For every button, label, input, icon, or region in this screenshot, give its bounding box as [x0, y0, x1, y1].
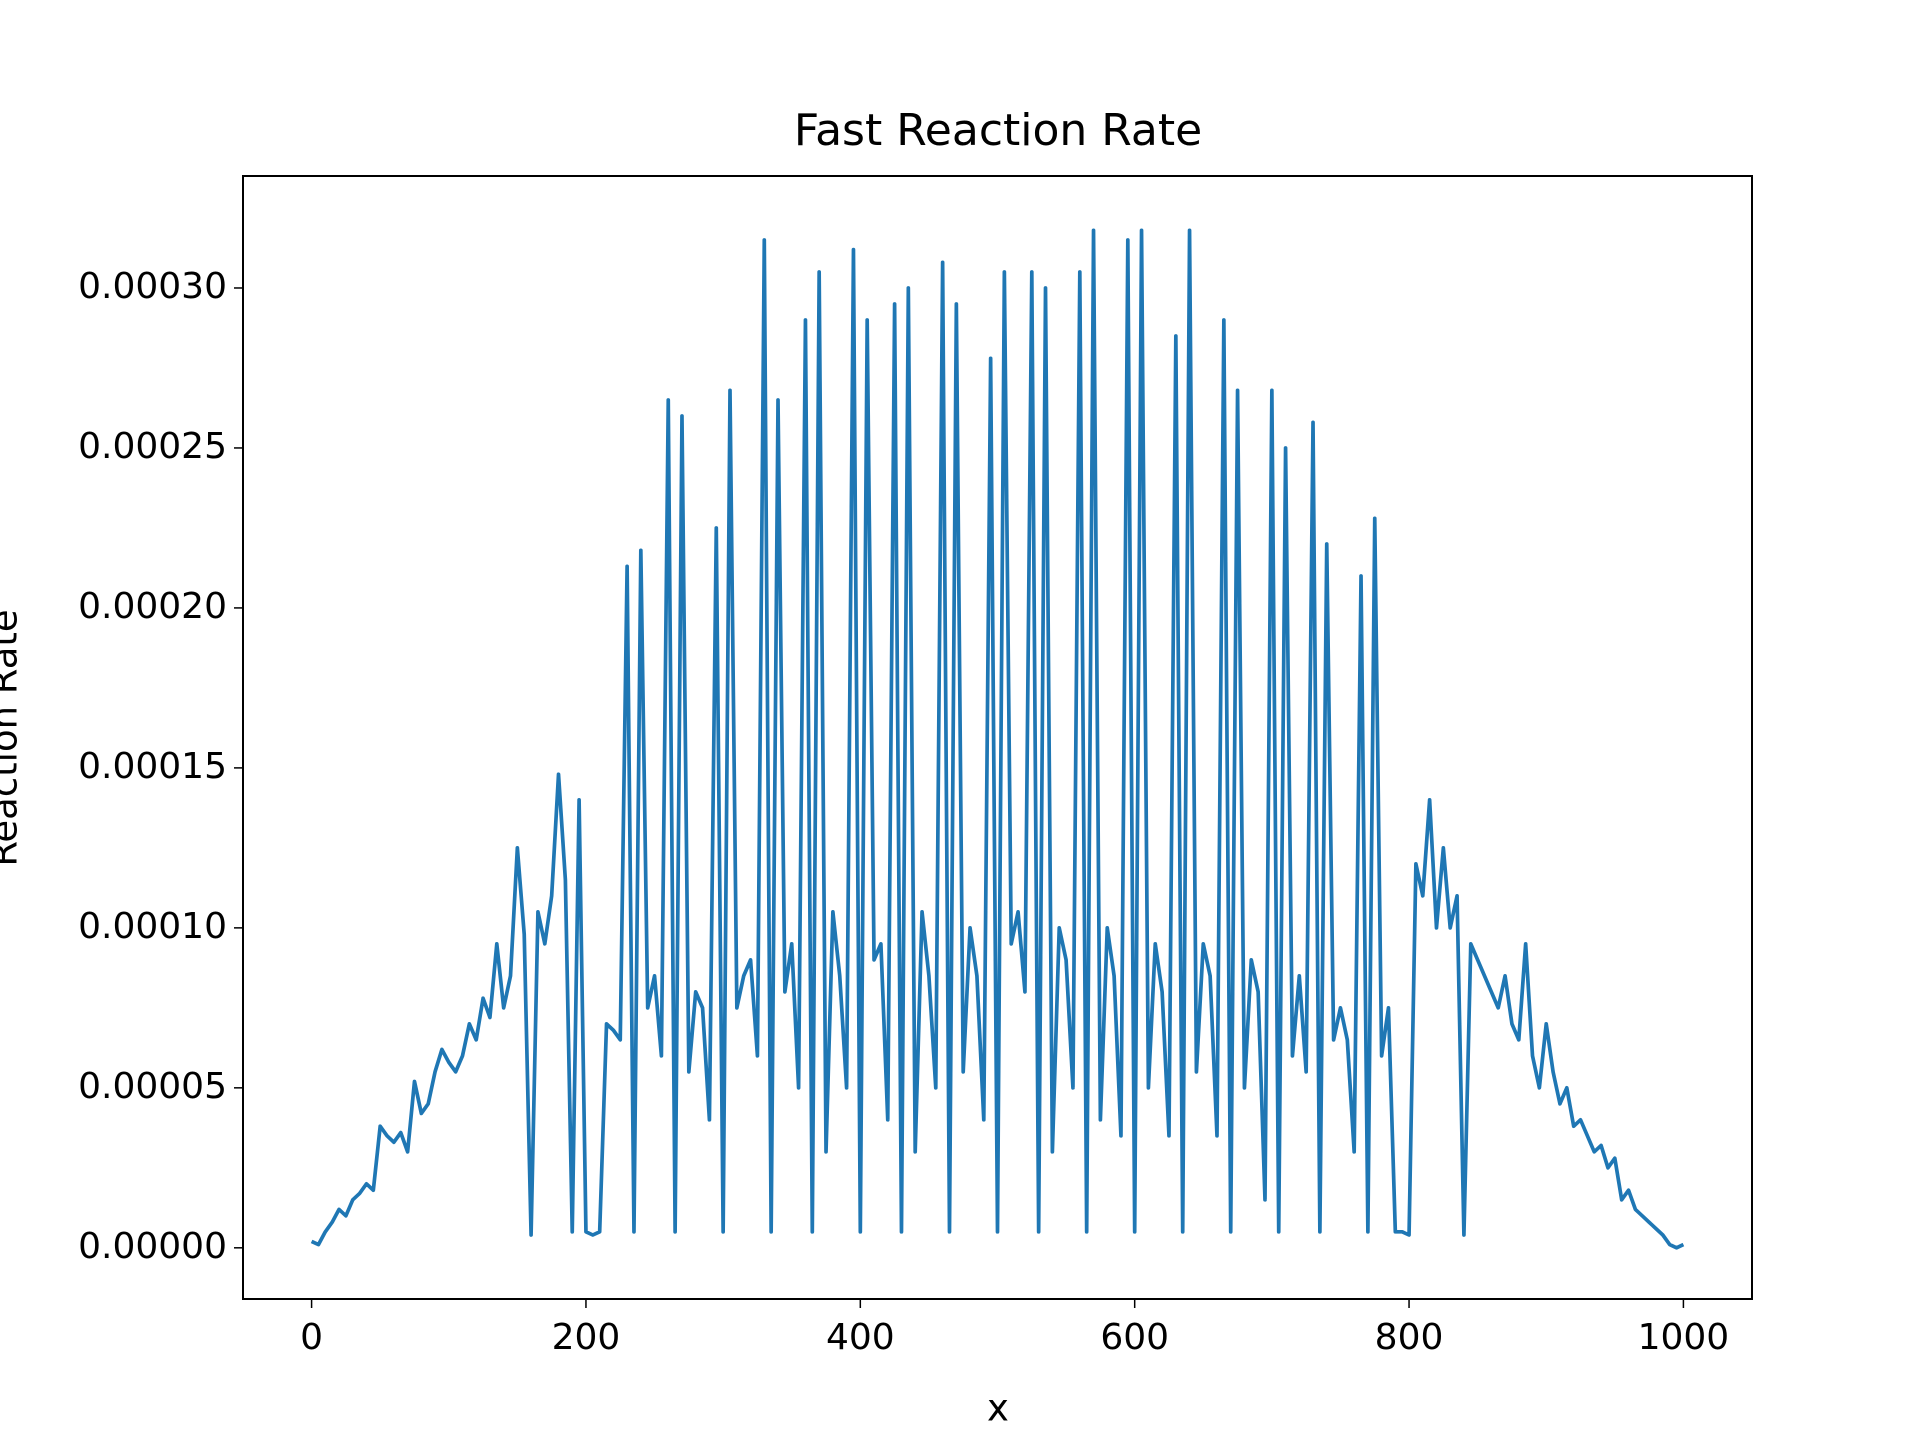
x-tick-label: 400	[826, 1317, 895, 1358]
y-axis-label: Reaction Rate	[0, 609, 26, 866]
y-tick-label: 0.00030	[78, 266, 227, 307]
x-tick-label: 800	[1375, 1317, 1444, 1358]
x-tick-label: 0	[300, 1317, 323, 1358]
y-tick-label: 0.00015	[78, 746, 227, 787]
y-tick-label: 0.00025	[78, 426, 227, 467]
y-tick-label: 0.00000	[78, 1226, 227, 1267]
x-tick-label: 200	[552, 1317, 621, 1358]
y-tick-label: 0.00010	[78, 906, 227, 947]
x-axis-label: x	[987, 1387, 1009, 1430]
plot-frame	[242, 175, 1753, 1300]
chart-title: Fast Reaction Rate	[794, 105, 1202, 156]
x-tick-label: 1000	[1638, 1317, 1730, 1358]
y-tick-label: 0.00005	[78, 1066, 227, 1107]
y-tick-label: 0.00020	[78, 586, 227, 627]
x-tick-label: 600	[1100, 1317, 1169, 1358]
data-line	[310, 228, 1685, 1250]
